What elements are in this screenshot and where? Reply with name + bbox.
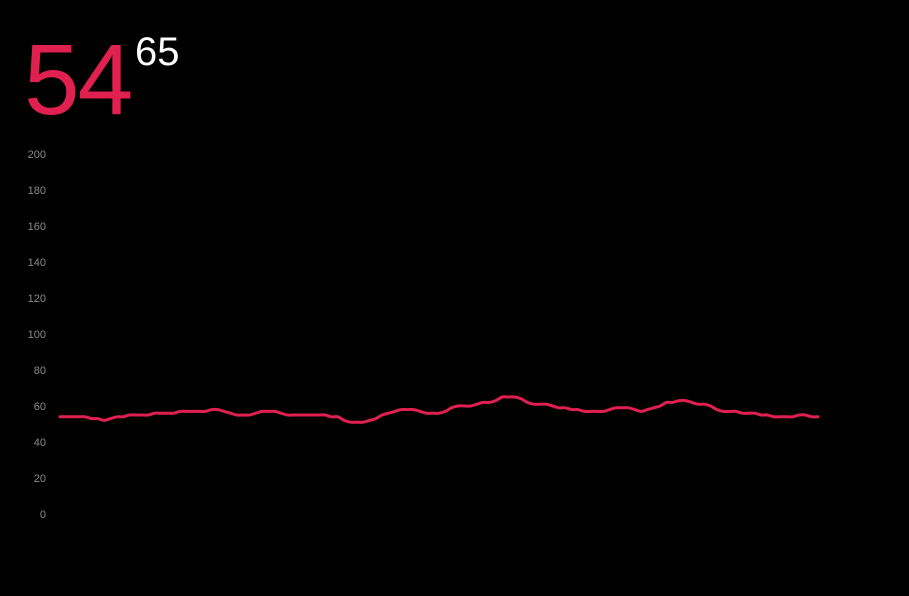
current-value: 54 xyxy=(24,24,133,136)
y-tick-label: 120 xyxy=(28,293,46,305)
y-tick-label: 140 xyxy=(28,257,46,269)
y-tick-label: 180 xyxy=(28,185,46,197)
y-tick-label: 20 xyxy=(34,473,46,485)
y-tick-label: 80 xyxy=(34,365,46,377)
series-line xyxy=(58,395,820,424)
series-layer xyxy=(58,395,820,424)
max-value: 65 xyxy=(135,30,180,74)
y-tick-label: 60 xyxy=(34,401,46,413)
y-tick-label: 0 xyxy=(40,509,46,521)
y-tick-label: 40 xyxy=(34,437,46,449)
y-tick-label: 200 xyxy=(28,149,46,161)
y-tick-label: 100 xyxy=(28,329,46,341)
y-tick-label: 160 xyxy=(28,221,46,233)
y-axis: 0 20 40 60 80 100 120 140 160 180 200 xyxy=(28,149,46,521)
